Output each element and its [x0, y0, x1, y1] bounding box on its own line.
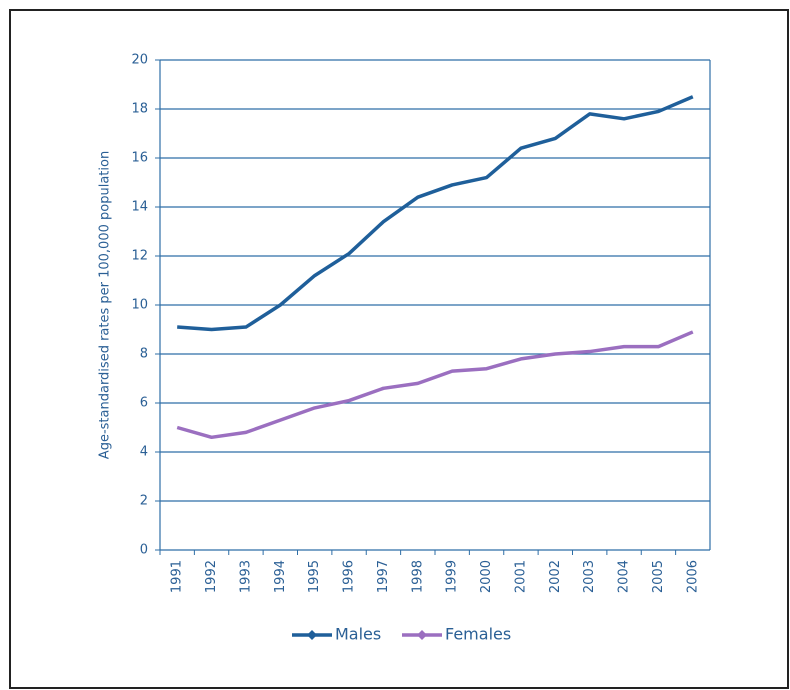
x-tick-label: 2001	[513, 560, 528, 593]
x-tick-label: 2005	[651, 560, 666, 593]
x-tick-label: 2002	[548, 560, 563, 593]
y-tick-label: 2	[140, 494, 148, 509]
x-tick-label: 2000	[479, 560, 494, 593]
frame	[9, 9, 789, 689]
x-tick-label: 2003	[582, 560, 597, 593]
x-tick-label: 1992	[204, 560, 219, 593]
x-tick-label: 1996	[342, 560, 357, 593]
series-line	[176, 330, 694, 440]
y-tick-label: 10	[131, 298, 148, 313]
x-tick-label: 1991	[170, 560, 185, 593]
y-tick-label: 20	[131, 53, 148, 68]
x-tick-label: 1995	[307, 560, 322, 593]
series-line	[177, 95, 694, 332]
y-tick-label: 16	[131, 151, 148, 166]
x-tick-label: 1994	[273, 560, 288, 593]
y-tick-label: 14	[131, 200, 148, 215]
legend-marker	[417, 630, 427, 640]
legend-marker	[307, 630, 317, 640]
x-tick-label: 1993	[238, 560, 253, 593]
y-tick-label: 0	[140, 543, 148, 558]
legend-label: Females	[445, 625, 511, 644]
x-tick-label: 1999	[445, 560, 460, 593]
y-tick-label: 4	[140, 445, 148, 460]
y-tick-label: 8	[140, 347, 148, 362]
x-tick-label: 2006	[685, 560, 700, 593]
x-tick-label: 1997	[376, 560, 391, 593]
y-axis-label: Age-standardised rates per 100,000 popul…	[98, 151, 113, 459]
y-tick-label: 12	[131, 249, 148, 264]
y-tick-label: 6	[140, 396, 148, 411]
x-tick-label: 2004	[617, 560, 632, 593]
x-tick-label: 1998	[410, 560, 425, 593]
y-tick-label: 18	[131, 102, 148, 117]
legend-label: Males	[335, 625, 381, 644]
